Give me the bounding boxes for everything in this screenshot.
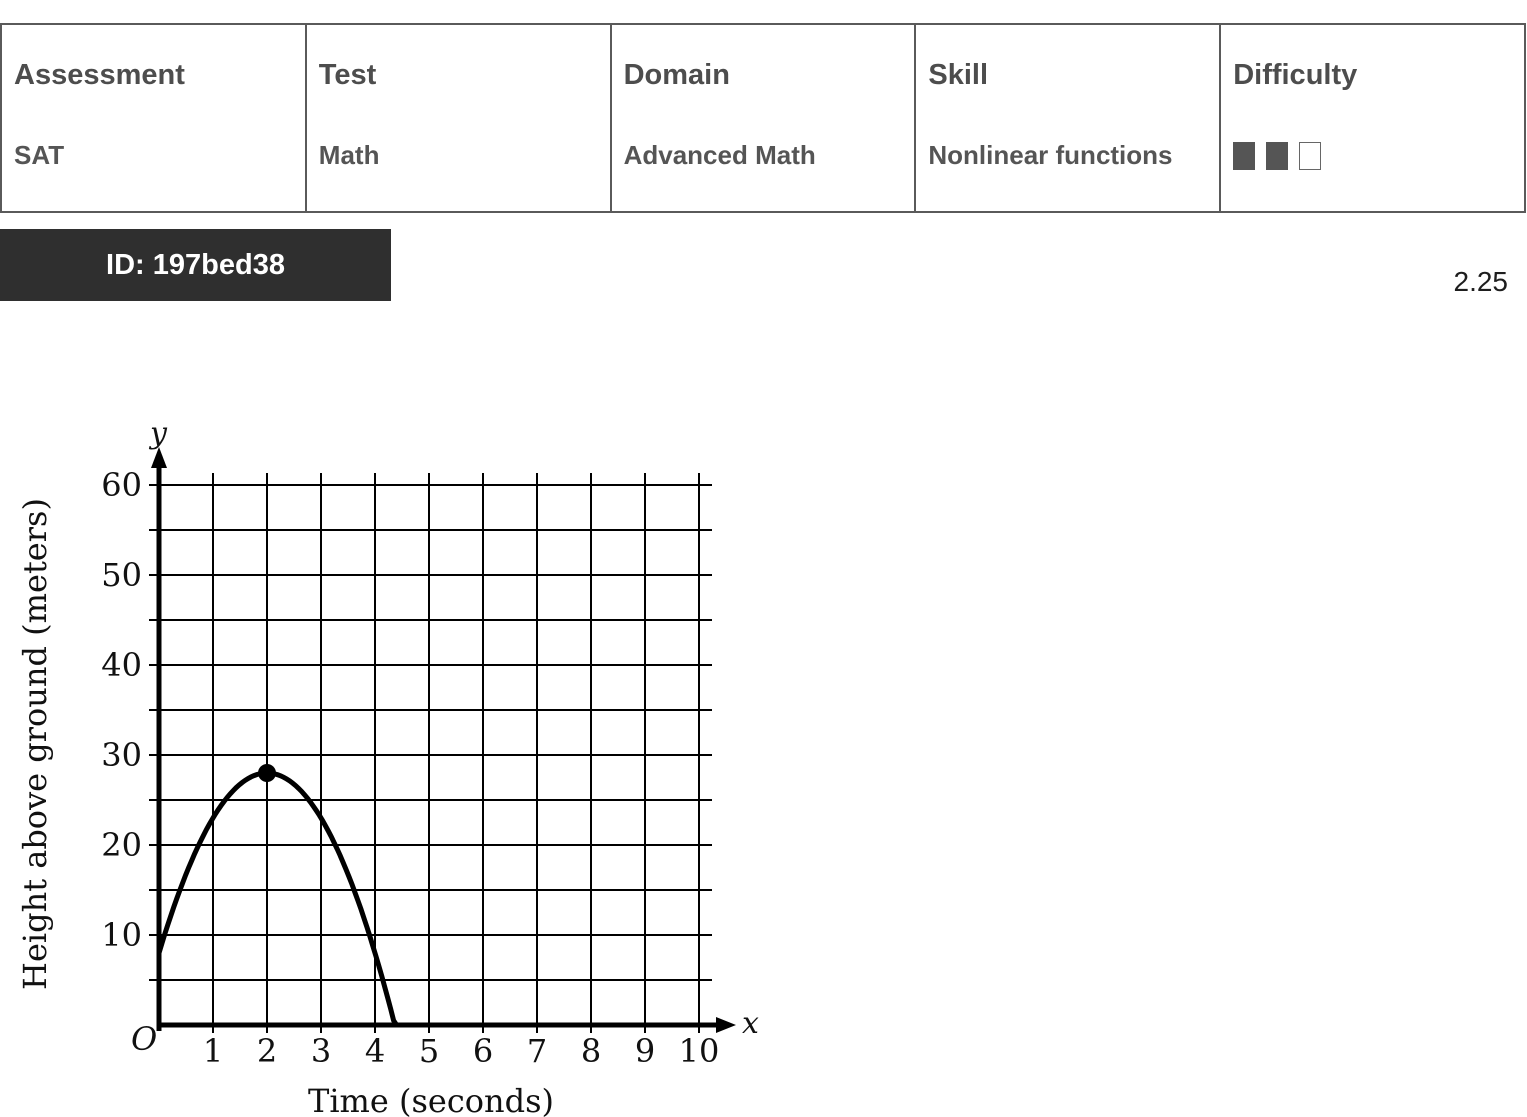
y-tick-label: 30: [101, 736, 142, 774]
version-number: 2.25: [1453, 266, 1509, 297]
chart-tick-labels: 1 2 3 4 5 6 7 8 9 10 10 20 30 40 50 60: [101, 466, 719, 1070]
x-axis-letter: x: [742, 1006, 759, 1041]
difficulty-cell: Difficulty: [1219, 23, 1526, 213]
skill-cell: Skill Nonlinear functions: [914, 23, 1222, 213]
projectile-height-chart: 1 2 3 4 5 6 7 8 9 10 10 20 30 40 50 60 x y O Time (seco…: [16, 416, 759, 1117]
difficulty-box-filled: [1233, 142, 1256, 170]
y-tick-label: 20: [101, 826, 142, 864]
x-tick-label: 3: [311, 1032, 331, 1070]
height-curve: [156, 770, 400, 1028]
chart-grid: [149, 473, 712, 1033]
x-axis-arrow: [716, 1017, 736, 1033]
y-tick-label: 60: [101, 466, 142, 504]
y-tick-label: 10: [101, 916, 142, 954]
domain-cell: Domain Advanced Math: [609, 23, 917, 213]
x-tick-label: 6: [473, 1032, 493, 1070]
question-meta-table: Assessment SAT Test Math Domain Advanced…: [0, 23, 1526, 213]
assessment-header: Assessment: [14, 59, 185, 91]
difficulty-header: Difficulty: [1233, 59, 1358, 91]
origin-label: O: [131, 1020, 157, 1058]
x-tick-label: 9: [635, 1032, 655, 1070]
domain-value: Advanced Math: [623, 140, 816, 170]
x-axis-title: Time (seconds): [308, 1082, 554, 1117]
x-tick-label: 2: [257, 1032, 277, 1070]
domain-header: Domain: [623, 59, 730, 91]
y-tick-label: 50: [101, 556, 142, 594]
difficulty-box-filled: [1266, 142, 1289, 170]
chart-points: [258, 764, 276, 782]
x-tick-label: 1: [203, 1032, 223, 1070]
skill-value: Nonlinear functions: [928, 140, 1173, 170]
vertex-point: [258, 764, 276, 782]
difficulty-box-empty: [1299, 142, 1322, 170]
assessment-value: SAT: [14, 140, 65, 170]
test-cell: Test Math: [304, 23, 612, 213]
test-value: Math: [318, 140, 380, 170]
x-tick-label: 8: [581, 1032, 601, 1070]
y-tick-label: 40: [101, 646, 142, 684]
chart-axes: [151, 447, 736, 1033]
x-tick-label: 4: [365, 1032, 385, 1070]
y-axis-title: Height above ground (meters): [16, 498, 54, 990]
y-axis-arrow: [151, 447, 167, 468]
x-tick-label: 7: [527, 1032, 547, 1070]
skill-header: Skill: [928, 59, 989, 91]
assessment-cell: Assessment SAT: [0, 23, 307, 213]
x-tick-label: 5: [419, 1032, 439, 1070]
x-tick-label: 10: [679, 1032, 720, 1070]
difficulty-indicator: [1233, 142, 1512, 170]
y-axis-letter: y: [148, 416, 168, 451]
test-header: Test: [318, 59, 377, 91]
question-id-badge: ID: 197bed38: [0, 229, 391, 301]
